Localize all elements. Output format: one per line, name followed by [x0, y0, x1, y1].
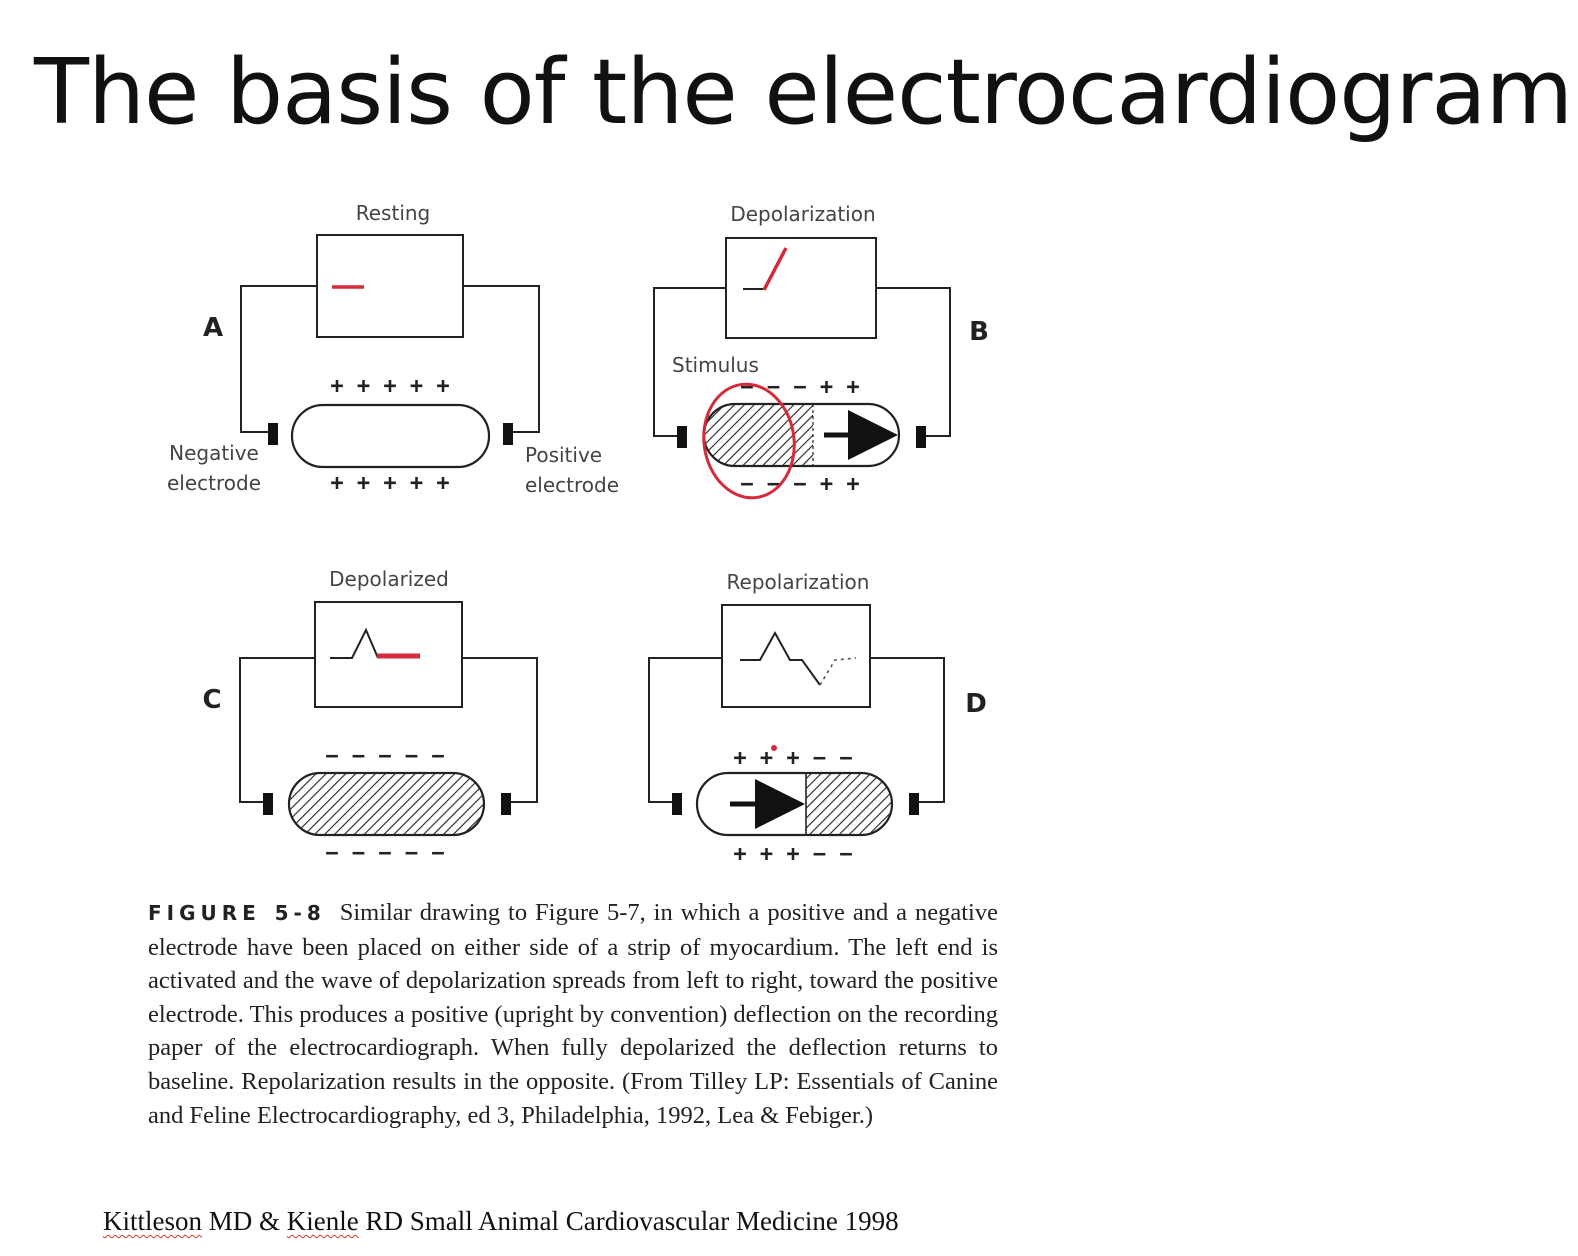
panel-c-bottom-charges: − − − − −	[325, 841, 444, 866]
panel-d-state-label: Repolarization	[727, 570, 870, 594]
panel-b-state-label: Depolarization	[730, 202, 875, 226]
citation-author1: Kittleson	[103, 1206, 202, 1236]
panel-c: Depolarized − − − − − − − − − − C	[202, 567, 538, 866]
panel-d-trace	[740, 630, 821, 686]
panel-c-wire-left	[239, 657, 315, 803]
stimulus-annotation-circle	[702, 382, 796, 500]
figure-caption: FIGURE 5-8 Similar drawing to Figure 5-7…	[148, 896, 998, 1132]
panel-c-trace	[330, 627, 379, 659]
panel-d-wire-right	[870, 657, 945, 803]
ecg-figure: Resting + + + + + + + + + + A Negative e…	[167, 201, 989, 867]
panel-a-state-label: Resting	[356, 201, 431, 225]
negative-electrode-label-line1: Negative	[169, 441, 259, 465]
panel-d-top-charges: + + + − −	[733, 746, 852, 771]
panel-c-recorder	[314, 601, 463, 708]
panel-b-wire-left	[653, 287, 726, 437]
panel-d-trace-pending	[819, 657, 857, 686]
panel-b-positive-electrode	[916, 426, 926, 448]
panel-d-positive-electrode	[909, 793, 919, 815]
panel-d-bottom-charges: + + + − −	[733, 842, 852, 867]
panel-a: Resting + + + + + + + + + + A Negative e…	[167, 201, 619, 497]
panel-d: Repolarization + + + − − + + + − − D	[648, 570, 987, 867]
panel-a-top-charges: + + + + +	[330, 374, 449, 399]
panel-c-myocardium-strip	[287, 771, 486, 837]
panel-a-myocardium-strip	[290, 403, 491, 469]
panel-d-letter: D	[965, 689, 987, 719]
citation-author2: Kienle	[286, 1206, 359, 1236]
panel-c-negative-electrode	[263, 793, 273, 815]
panel-a-bottom-charges: + + + + +	[330, 471, 449, 496]
panel-d-negative-electrode	[672, 793, 682, 815]
panel-b-bottom-charges: − − − + +	[740, 472, 859, 497]
citation: Kittleson MD & Kienle RD Small Animal Ca…	[103, 1206, 899, 1237]
panel-c-letter: C	[202, 685, 221, 715]
positive-electrode-label-line1: Positive	[525, 443, 602, 467]
panel-d-myocardium-strip	[695, 771, 894, 837]
panel-d-recorder	[721, 604, 871, 708]
panel-a-negative-electrode	[268, 423, 278, 445]
panel-b-negative-electrode	[677, 426, 687, 448]
panel-a-positive-electrode	[503, 423, 513, 445]
panel-a-wire-left	[240, 285, 317, 433]
citation-text2: RD Small Animal Cardiovascular Medicine …	[358, 1206, 899, 1236]
panel-d-still-depolarized-region	[806, 773, 892, 835]
panel-b-letter: B	[969, 317, 989, 347]
negative-electrode-label-line2: electrode	[167, 471, 261, 495]
panel-b-wire-right	[876, 287, 951, 437]
slide-title: The basis of the electrocardiogram	[34, 40, 1573, 145]
panel-d-wire-left	[648, 657, 722, 803]
panel-c-wire-right	[462, 657, 538, 803]
panel-b-depolarized-region	[704, 404, 813, 466]
panel-d-red-annotation-dot	[771, 745, 777, 751]
positive-electrode-label-line2: electrode	[525, 473, 619, 497]
panel-c-state-label: Depolarized	[329, 567, 449, 591]
stimulus-label: Stimulus	[672, 353, 759, 377]
panel-c-positive-electrode	[501, 793, 511, 815]
citation-text1: MD &	[202, 1206, 287, 1236]
panel-b: Depolarization − − − + + − − − + + Stimu…	[653, 202, 989, 500]
figure-caption-text: Similar drawing to Figure 5-7, in which …	[148, 899, 998, 1129]
panel-a-letter: A	[203, 313, 223, 343]
panel-a-wire-right	[463, 285, 540, 433]
panel-c-top-charges: − − − − −	[325, 744, 444, 769]
panel-b-trace-upstroke	[762, 247, 788, 291]
figure-caption-label: FIGURE 5-8	[148, 901, 326, 925]
